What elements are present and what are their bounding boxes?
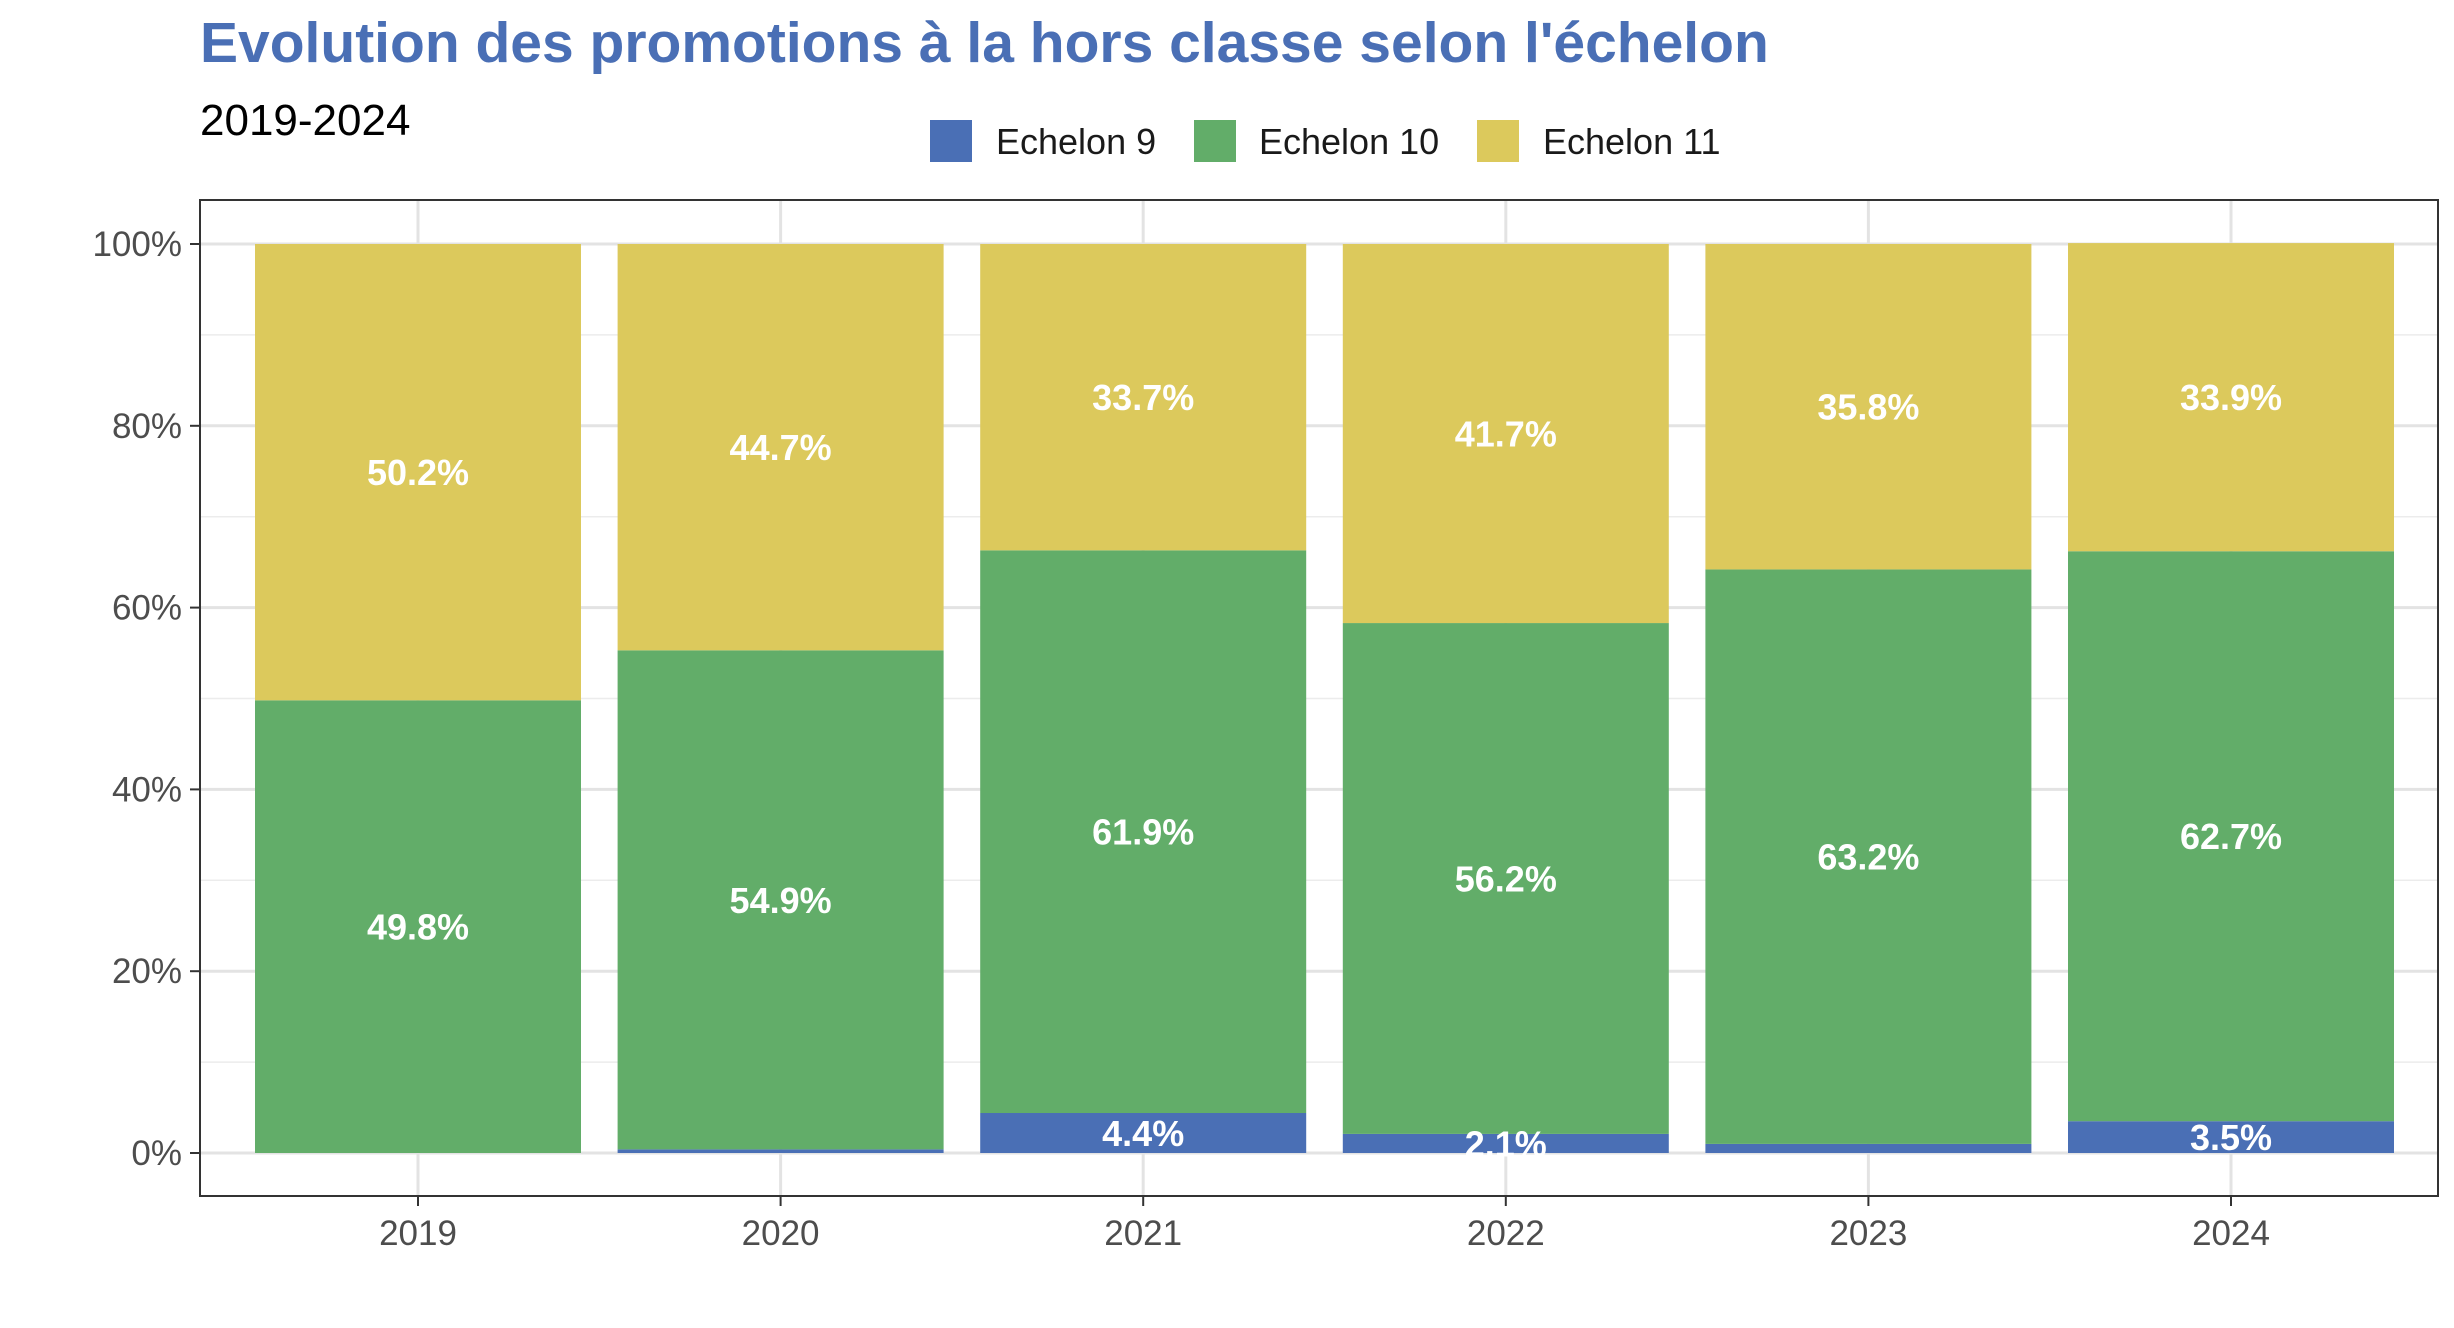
legend-label: Echelon 9 [996, 121, 1156, 162]
bar-segment-echelon-9-2021 [980, 1113, 1307, 1153]
plot-area: 49.8% 50.2% 54.9% 44.7% 4.4% 61.9% 33.7% 2.1% 56… [199, 199, 2439, 1197]
bar-segment-echelon-11-2020 [617, 244, 944, 651]
bar-segment-echelon-9-2023 [1705, 1143, 2032, 1153]
data-label: 54.9% [730, 880, 832, 921]
legend-label: Echelon 10 [1259, 121, 1439, 162]
data-label: 2.1% [1465, 1123, 1547, 1164]
data-label: 3.5% [2190, 1117, 2272, 1158]
legend-item-echelon-11: Echelon 11 [1477, 120, 1720, 162]
bar-labels: 49.8% 50.2% 54.9% 44.7% 4.4% 61.9% 33.7% 2.1% 56… [367, 377, 2282, 1164]
legend: Echelon 9 Echelon 10 Echelon 11 [930, 120, 1720, 162]
data-label: 35.8% [1817, 387, 1919, 428]
chart-title: Evolution des promotions à la hors class… [200, 11, 1769, 75]
x-tick-label: 2022 [1467, 1214, 1545, 1253]
data-label: 50.2% [367, 452, 469, 493]
y-tick-label: 0% [131, 1134, 182, 1173]
x-tick-label: 2021 [1104, 1214, 1182, 1253]
y-tick-label: 20% [112, 952, 182, 991]
x-axis: 2019 2020 2021 2022 2023 2024 [379, 1196, 2270, 1253]
bar-segment-echelon-11-2023 [1705, 244, 2032, 570]
bar-segment-echelon-10-2020 [617, 650, 944, 1150]
plot-panel-border [199, 199, 2439, 1197]
legend-swatch [1477, 120, 1519, 162]
data-label: 33.9% [2180, 377, 2282, 418]
bar-segment-echelon-9-2020 [617, 1149, 944, 1153]
data-label: 61.9% [1092, 812, 1194, 853]
bar-segment-echelon-10-2019 [255, 700, 581, 1153]
data-label: 63.2% [1817, 837, 1919, 878]
bar-segment-echelon-10-2024 [2068, 551, 2394, 1122]
bars [255, 243, 2394, 1153]
data-label: 44.7% [730, 427, 832, 468]
legend-item-echelon-10: Echelon 10 [1194, 120, 1439, 162]
legend-swatch [930, 120, 972, 162]
y-tick-label: 40% [112, 770, 182, 809]
bar-segment-echelon-11-2024 [2068, 243, 2394, 552]
bar-segment-echelon-9-2024 [2068, 1121, 2394, 1153]
y-tick-label: 100% [92, 225, 182, 264]
y-tick-label: 60% [112, 589, 182, 628]
bar-segment-echelon-11-2022 [1342, 244, 1669, 624]
bar-segment-echelon-10-2022 [1342, 623, 1669, 1134]
bar-segment-echelon-10-2023 [1705, 569, 2032, 1144]
data-label: 49.8% [367, 907, 469, 948]
chart-subtitle: 2019-2024 [200, 96, 410, 145]
y-axis: 0% 20% 40% 60% 80% 100% [92, 225, 200, 1173]
bar-segment-echelon-11-2021 [980, 244, 1307, 551]
y-tick-label: 80% [112, 407, 182, 446]
bar-segment-echelon-10-2021 [980, 550, 1307, 1114]
data-label: 33.7% [1092, 377, 1194, 418]
data-label: 62.7% [2180, 816, 2282, 857]
bar-segment-echelon-11-2019 [255, 244, 581, 701]
x-tick-label: 2019 [379, 1214, 457, 1253]
data-label: 41.7% [1455, 414, 1557, 455]
data-label: 4.4% [1102, 1113, 1184, 1154]
x-tick-label: 2024 [2192, 1214, 2270, 1253]
x-tick-label: 2023 [1829, 1214, 1907, 1253]
legend-swatch [1194, 120, 1236, 162]
legend-item-echelon-9: Echelon 9 [930, 120, 1156, 162]
legend-label: Echelon 11 [1543, 121, 1720, 162]
x-tick-label: 2020 [742, 1214, 820, 1253]
bar-segment-echelon-9-2022 [1342, 1133, 1669, 1153]
data-label: 56.2% [1455, 858, 1557, 899]
